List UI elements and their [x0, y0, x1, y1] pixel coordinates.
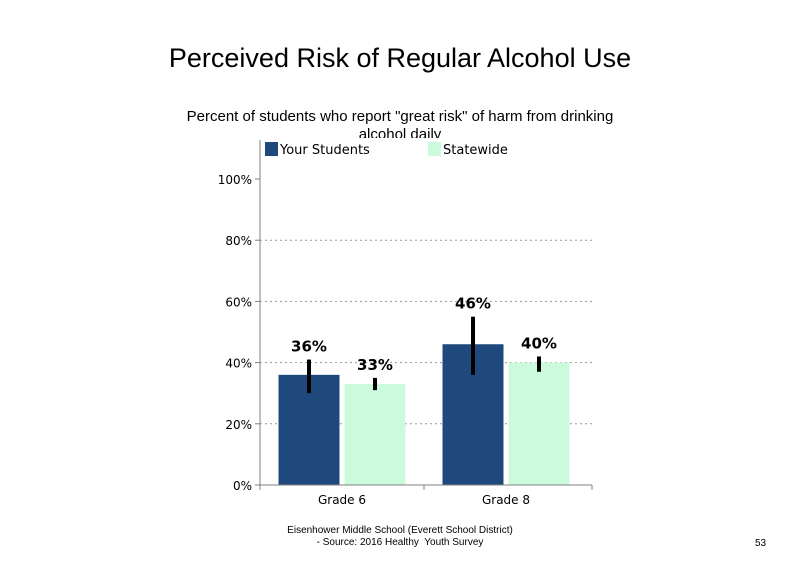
data-label: 33%: [357, 356, 393, 374]
y-tick-label: 100%: [218, 173, 252, 187]
page-number: 53: [755, 538, 767, 549]
data-label: 46%: [455, 295, 491, 313]
chart-title: Perceived Risk of Regular Alcohol Use: [168, 43, 632, 73]
footer-source: - Source: 2016 Healthy Youth Survey: [316, 537, 484, 548]
footer: Eisenhower Middle School (Everett School…: [230, 525, 570, 549]
y-tick-label: 80%: [225, 234, 252, 248]
axes: 0% 20% 40% 60% 80% 100% Grade 6 Grade 8: [218, 140, 593, 507]
bar-statewide-grade-6: [344, 384, 406, 485]
legend-label: Your Students: [279, 143, 370, 158]
data-label: 36%: [291, 338, 327, 356]
legend-label: Statewide: [443, 143, 508, 158]
chart-subtitle: Percent of students who report "great ri…: [186, 108, 614, 138]
bars: [278, 316, 570, 485]
y-tick-label: 0%: [233, 479, 252, 493]
footer-school: Eisenhower Middle School (Everett School…: [287, 525, 513, 536]
bar-statewide-grade-8: [508, 362, 570, 485]
x-tick-label: Grade 6: [318, 493, 366, 507]
y-tick-label: 20%: [225, 418, 252, 432]
x-tick-label: Grade 8: [482, 493, 530, 507]
legend: Your Students Statewide: [262, 139, 585, 159]
legend-bg: [262, 139, 422, 159]
y-tick-label: 60%: [225, 295, 252, 309]
data-labels: 36% 33% 46% 40%: [291, 295, 557, 374]
legend-swatch-your-students: [265, 142, 278, 156]
legend-swatch-statewide: [428, 142, 441, 156]
y-tick-label: 40%: [225, 357, 252, 371]
data-label: 40%: [521, 334, 557, 352]
legend-bg: [425, 139, 585, 159]
